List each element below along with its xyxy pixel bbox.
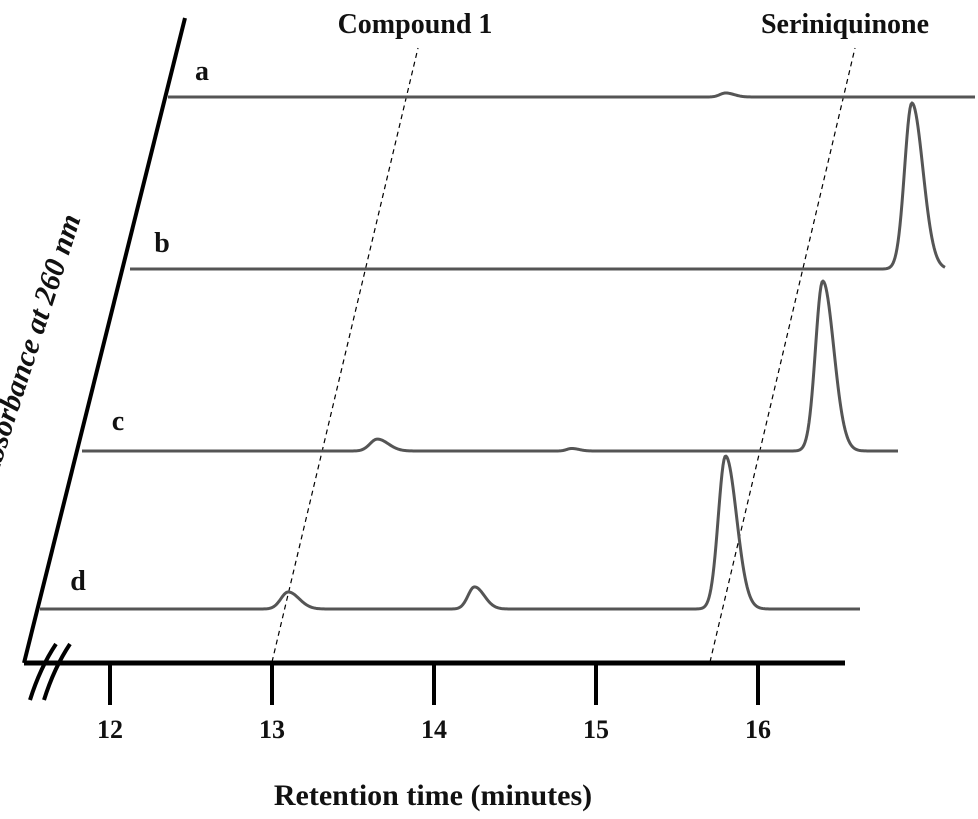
- trace-d: [39, 454, 861, 611]
- guide-line-seriniquinone: [709, 47, 856, 663]
- labels: a b c d: [70, 56, 209, 597]
- annotation-compound-1: Compound 1: [338, 9, 493, 40]
- trace-a: [167, 91, 976, 99]
- trace-label-c: c: [112, 406, 124, 437]
- x-tick-label-13: 13: [259, 715, 285, 744]
- guide-line-compound-1: [271, 47, 419, 663]
- y-axis-label: Absorbance at 260 nm: [0, 210, 88, 486]
- trace-label-a: a: [195, 56, 209, 87]
- trace-c: [81, 279, 899, 453]
- x-tick-label-14: 14: [421, 715, 447, 744]
- axis-break-mark-1: [28, 642, 58, 701]
- trace-b: [129, 101, 946, 271]
- x-tick-label-12: 12: [97, 715, 123, 744]
- axis-break-mark-2: [42, 642, 72, 701]
- x-tick-label-15: 15: [583, 715, 609, 744]
- annotation-seriniquinone: Seriniquinone: [761, 9, 929, 40]
- x-tick-label-16: 16: [745, 715, 771, 744]
- x-axis-label: Retention time (minutes): [274, 779, 592, 812]
- y-axis-line: [22, 17, 187, 664]
- trace-label-b: b: [154, 228, 170, 259]
- axes: 12 13 14 15 16: [22, 17, 845, 744]
- trace-label-d: d: [70, 566, 86, 597]
- traces: [39, 91, 976, 611]
- guide-lines: [271, 47, 856, 663]
